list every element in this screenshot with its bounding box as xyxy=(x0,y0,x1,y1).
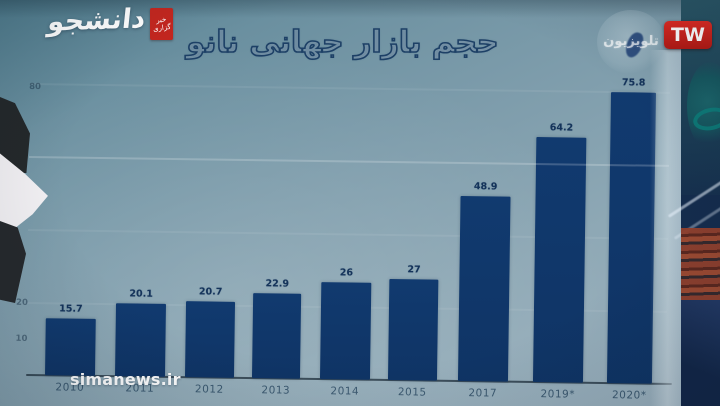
bar-value-label: 20.7 xyxy=(198,286,223,298)
studio-lower-panel xyxy=(681,300,720,406)
bar xyxy=(606,92,657,384)
x-axis-label: 2015 xyxy=(397,386,427,399)
chart-title: حجم بازار جهانی نانو xyxy=(186,24,500,61)
bar xyxy=(532,137,587,383)
x-axis-label: 2017 xyxy=(468,387,498,400)
x-axis-label: 2012 xyxy=(194,383,224,396)
agency-badge-line2: گزاری xyxy=(152,22,172,34)
bar xyxy=(184,301,236,378)
x-axis-label: 2013 xyxy=(261,384,291,397)
studio-backdrop xyxy=(667,0,720,406)
bar-value-label: 22.9 xyxy=(265,278,290,291)
bar-value-label: 27 xyxy=(407,264,421,276)
bar xyxy=(319,282,372,380)
agency-logo-script: دانشجو xyxy=(46,3,147,38)
gridline xyxy=(30,82,671,94)
y-axis-tick: 10 xyxy=(15,333,28,344)
studio-red-panel xyxy=(681,228,720,308)
bar xyxy=(114,303,167,377)
tw-channel-badge: TW xyxy=(664,21,712,49)
screen-right-edge xyxy=(650,50,682,406)
x-axis-label: 2019* xyxy=(540,388,576,401)
globe-watermark-icon: تلویزیون xyxy=(597,10,665,74)
bar xyxy=(457,196,511,382)
agency-logo: دانشجو خبر گزاری xyxy=(46,3,174,40)
agency-logo-badge: خبر گزاری xyxy=(150,8,174,40)
bar-value-label: 26 xyxy=(339,267,354,279)
bar-value-label: 64.2 xyxy=(549,122,574,134)
bar xyxy=(251,293,302,379)
bar-value-label: 20.1 xyxy=(129,288,153,300)
bar-value-label: 48.9 xyxy=(473,181,498,193)
bar xyxy=(387,278,439,381)
bar-value-label: 15.7 xyxy=(59,303,83,316)
x-axis-label: 2014 xyxy=(330,385,360,398)
simanews-watermark: simanews.ir xyxy=(70,370,181,389)
studio-globe-graphic xyxy=(687,62,720,150)
y-axis-tick: 80 xyxy=(29,81,42,93)
bar xyxy=(44,318,96,376)
globe-watermark-label: تلویزیون xyxy=(603,34,659,49)
